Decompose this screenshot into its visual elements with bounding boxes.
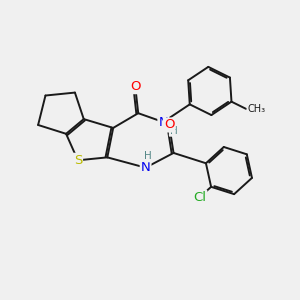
Text: O: O (164, 118, 174, 131)
Text: H: H (144, 152, 152, 161)
Text: N: N (141, 161, 151, 174)
Text: N: N (158, 116, 168, 128)
Text: O: O (130, 80, 140, 93)
Text: CH₃: CH₃ (247, 104, 265, 114)
Text: H: H (170, 126, 177, 136)
Text: S: S (74, 154, 82, 167)
Text: Cl: Cl (193, 191, 206, 204)
